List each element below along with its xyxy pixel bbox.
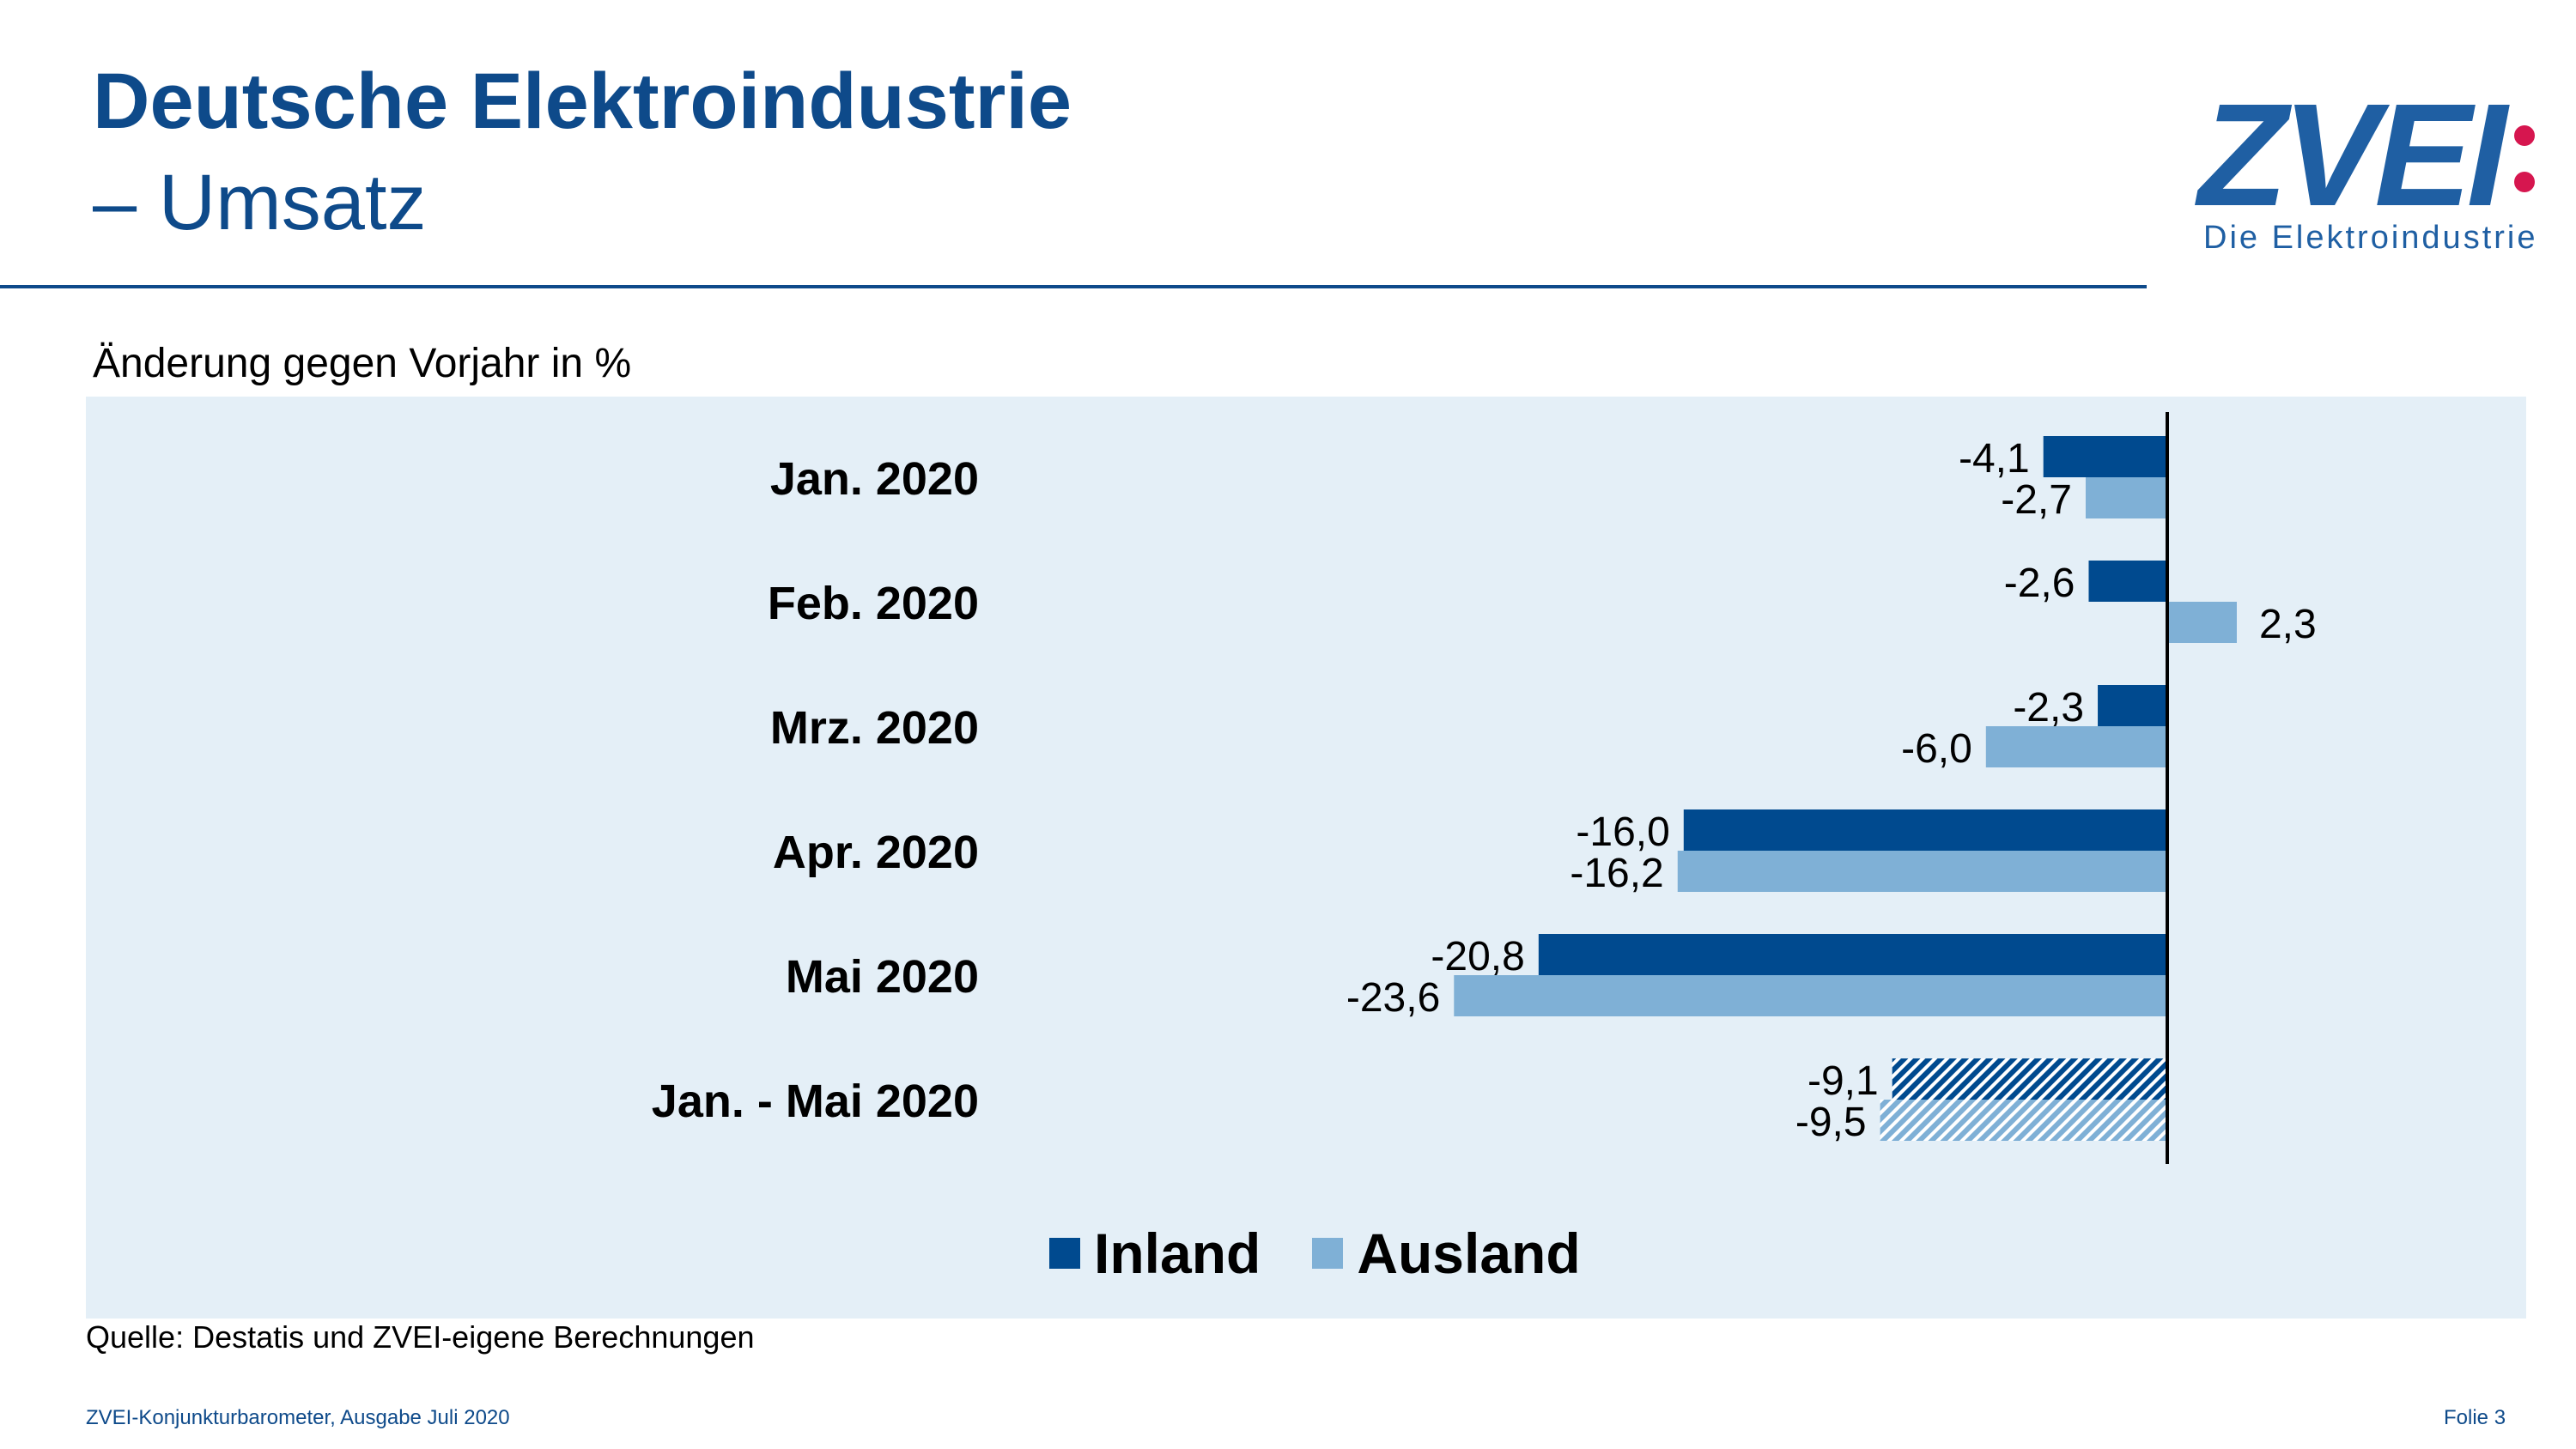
logo-wordmark: ZVEI	[2198, 74, 2507, 237]
data-label-inland: -2,6	[2004, 561, 2075, 606]
bar-inland	[1892, 1058, 2167, 1100]
legend-item-inland: Inland	[1049, 1225, 1261, 1282]
data-label-ausland: -2,7	[2001, 477, 2072, 523]
data-label-inland: -20,8	[1431, 934, 1524, 979]
legend-label-ausland: Ausland	[1357, 1222, 1581, 1285]
data-label-inland: -2,3	[2013, 685, 2084, 731]
category-label: Jan. - Mai 2020	[652, 1076, 979, 1127]
data-label-ausland: 2,3	[2259, 602, 2317, 647]
bar-ausland	[1454, 975, 2167, 1016]
logo-tagline: Die Elektroindustrie	[2203, 220, 2538, 256]
chart-unit-note: Änderung gegen Vorjahr in %	[93, 341, 632, 386]
category-label: Feb. 2020	[768, 578, 979, 629]
chart-panel: Jan. 2020 -4,1 -2,7 Feb. 2020 -2,6 2,3 Mrz. 20…	[86, 397, 2526, 1319]
logo-dot-upper	[2514, 125, 2535, 146]
data-label-ausland: -16,2	[1570, 851, 1663, 896]
bar-ausland	[2085, 477, 2167, 518]
logo-dot-lower	[2514, 172, 2535, 192]
data-label-inland: -16,0	[1576, 809, 1669, 855]
bar-inland	[2088, 561, 2167, 602]
legend-swatch-ausland	[1312, 1238, 1344, 1269]
source-note: Quelle: Destatis und ZVEI-eigene Berechn…	[86, 1319, 755, 1355]
bar-inland	[1538, 934, 2167, 975]
footer-slide-number: Folie 3	[2444, 1406, 2506, 1429]
legend-item-ausland: Ausland	[1312, 1222, 1581, 1285]
bar-inland	[2043, 436, 2167, 477]
chart-legend: Inland Ausland	[1049, 1219, 1615, 1288]
category-label: Mai 2020	[786, 951, 979, 1003]
bar-inland	[2098, 685, 2167, 726]
data-label-inland: -9,1	[1807, 1058, 1879, 1104]
legend-label-inland: Inland	[1094, 1222, 1261, 1285]
data-label-inland: -4,1	[1959, 436, 2030, 482]
page-title: Deutsche Elektroindustrie	[93, 58, 1072, 145]
category-label: Apr. 2020	[773, 827, 979, 878]
bar-ausland	[1985, 726, 2167, 767]
header-divider	[0, 285, 2147, 288]
bar-inland	[1683, 809, 2167, 851]
bar-ausland	[2167, 602, 2237, 643]
data-label-ausland: -6,0	[1901, 726, 1972, 772]
data-label-ausland: -9,5	[1795, 1100, 1867, 1145]
zvei-logo: ZVEI Die Elektroindustrie	[2198, 82, 2542, 263]
legend-swatch-inland	[1049, 1238, 1080, 1269]
footer-publication: ZVEI-Konjunkturbarometer, Ausgabe Juli 2…	[86, 1406, 510, 1429]
bar-ausland	[1880, 1100, 2167, 1141]
category-label: Mrz. 2020	[770, 702, 979, 754]
category-label: Jan. 2020	[770, 453, 979, 505]
data-label-ausland: -23,6	[1346, 975, 1440, 1021]
page-subtitle: – Umsatz	[93, 159, 427, 246]
bar-chart: Jan. 2020 -4,1-2,7 Feb. 2020 -2,6 2,3 Mrz. 20…	[652, 412, 2317, 1164]
bar-ausland	[1677, 851, 2167, 892]
